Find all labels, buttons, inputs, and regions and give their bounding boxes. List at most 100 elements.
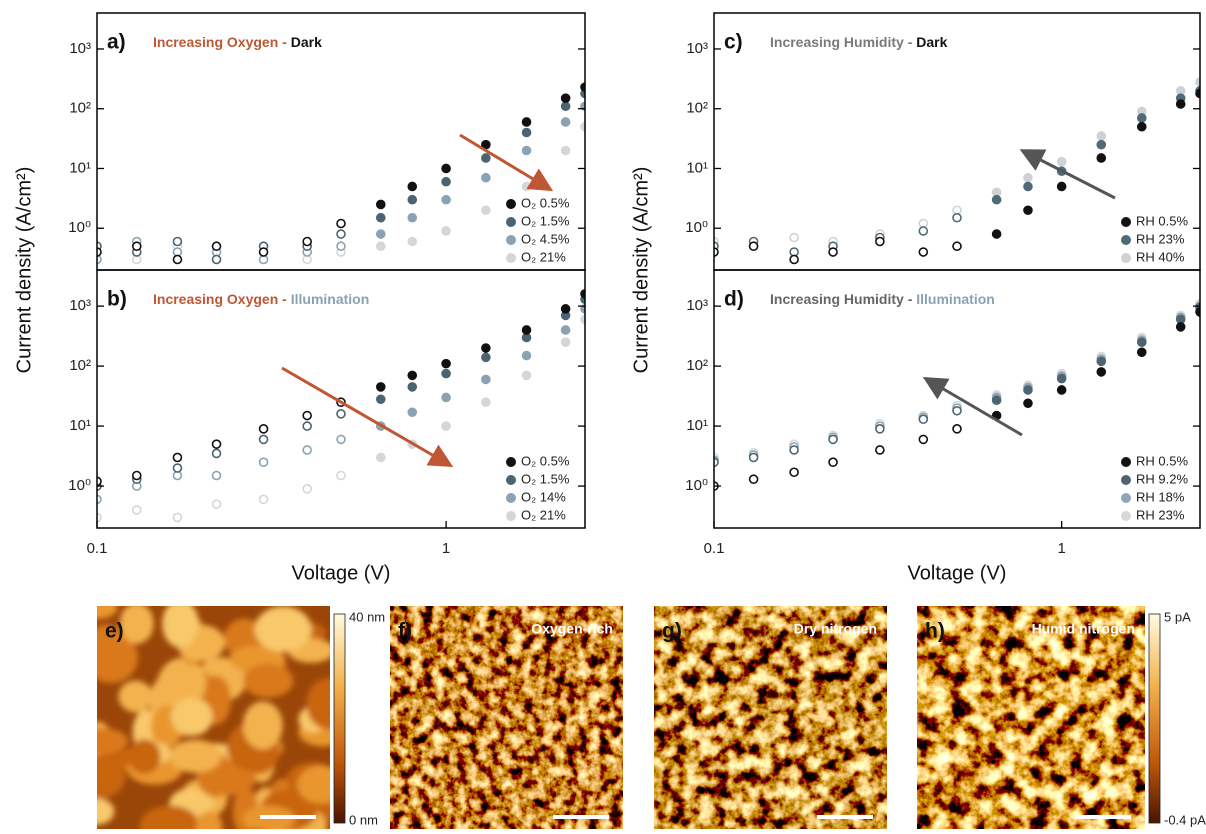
- grain: [306, 678, 330, 729]
- colorbar-max: 5 pA: [1164, 609, 1191, 624]
- data-point: [1023, 398, 1033, 409]
- data-point: [714, 247, 719, 257]
- y-tick-label: 10⁰: [685, 477, 708, 494]
- data-point: [336, 434, 346, 445]
- colorbar-min: 0 nm: [349, 812, 378, 827]
- data-point: [375, 452, 386, 463]
- data-point: [1056, 373, 1067, 384]
- y-tick-label: 10¹: [686, 417, 708, 434]
- image-caption: Dry nitrogen: [794, 621, 877, 637]
- data-point: [302, 236, 312, 247]
- data-point: [1195, 88, 1200, 99]
- data-point: [580, 121, 585, 132]
- panel-title: Increasing Oxygen - Illumination: [153, 291, 369, 307]
- legend-label: O₂ 21%: [521, 507, 566, 522]
- data-point: [748, 452, 759, 463]
- data-point: [521, 181, 532, 192]
- data-point: [1096, 153, 1107, 163]
- y-tick-label: 10³: [686, 297, 708, 314]
- legend-marker: [506, 199, 516, 209]
- data-point: [211, 439, 222, 449]
- data-point: [481, 352, 491, 363]
- data-point: [1195, 307, 1200, 317]
- legend-marker: [1121, 253, 1131, 263]
- grain: [170, 697, 213, 736]
- legend-marker: [1121, 511, 1131, 521]
- data-point: [875, 236, 885, 247]
- y-tick-label: 10¹: [686, 159, 708, 176]
- data-point: [481, 153, 491, 163]
- image-texture: [654, 606, 887, 829]
- data-point: [441, 392, 451, 403]
- data-point: [211, 470, 222, 481]
- colorbar: [1148, 613, 1161, 824]
- legend-label: O₂ 1.5%: [521, 213, 570, 228]
- grain: [243, 663, 294, 698]
- data-point: [1023, 205, 1033, 216]
- data-point: [521, 370, 532, 381]
- data-point: [407, 236, 418, 247]
- data-point: [952, 424, 962, 434]
- grain: [97, 606, 118, 619]
- data-point: [172, 512, 183, 523]
- x-tick-label: 0.1: [704, 540, 725, 557]
- legend-label: RH 0.5%: [1136, 213, 1188, 228]
- image-label: g): [662, 620, 682, 643]
- title-part: -: [278, 291, 290, 307]
- data-point: [1136, 347, 1147, 358]
- data-point: [952, 405, 962, 416]
- afm-image: [917, 606, 1145, 829]
- y-tick-label: 10²: [686, 357, 708, 374]
- data-point: [172, 452, 183, 463]
- y-tick-label: 10¹: [69, 417, 91, 434]
- data-point: [481, 205, 491, 216]
- legend-label: RH 23%: [1136, 231, 1185, 246]
- data-point: [580, 289, 585, 299]
- data-point: [918, 226, 929, 236]
- data-point: [560, 304, 571, 314]
- x-tick-label: 1: [442, 540, 450, 557]
- data-point: [1195, 77, 1200, 87]
- data-point: [991, 194, 1002, 205]
- title-part: -: [904, 291, 916, 307]
- x-tick-label: 0.1: [87, 540, 108, 557]
- legend-label: RH 0.5%: [1136, 453, 1188, 468]
- y-tick-label: 10²: [686, 100, 708, 117]
- title-part: Increasing Humidity: [770, 291, 904, 307]
- legend-marker: [1121, 475, 1131, 485]
- data-point: [441, 163, 451, 174]
- data-point: [580, 304, 585, 314]
- panel-label: d): [724, 288, 744, 311]
- data-point: [580, 314, 585, 325]
- legend-marker: [506, 253, 516, 263]
- data-point: [1056, 181, 1067, 192]
- data-point: [407, 181, 418, 192]
- legend-label: RH 40%: [1136, 249, 1185, 264]
- data-point: [258, 494, 269, 505]
- afm-image: [97, 606, 330, 829]
- data-point: [97, 254, 102, 265]
- data-point: [302, 421, 312, 431]
- data-point: [1096, 131, 1107, 141]
- data-point: [1023, 172, 1033, 183]
- panel-title: Increasing Humidity - Dark: [770, 34, 948, 50]
- data-point: [172, 254, 183, 265]
- grain: [158, 657, 207, 708]
- panel-title: Increasing Oxygen - Dark: [153, 34, 322, 50]
- data-point: [375, 199, 386, 210]
- panel-label: c): [724, 31, 743, 54]
- data-point: [336, 218, 346, 229]
- x-axis-label: Voltage (V): [292, 562, 391, 584]
- title-part: Increasing Oxygen: [153, 34, 278, 50]
- data-point: [789, 467, 799, 478]
- data-point: [875, 445, 885, 455]
- data-point: [441, 358, 451, 369]
- grain: [139, 805, 200, 829]
- grain: [127, 739, 161, 774]
- data-point: [407, 370, 418, 381]
- legend-label: RH 9.2%: [1136, 471, 1188, 486]
- data-point: [789, 232, 799, 243]
- data-point: [441, 176, 451, 187]
- legend-label: O₂ 14%: [521, 489, 566, 504]
- data-point: [375, 394, 386, 405]
